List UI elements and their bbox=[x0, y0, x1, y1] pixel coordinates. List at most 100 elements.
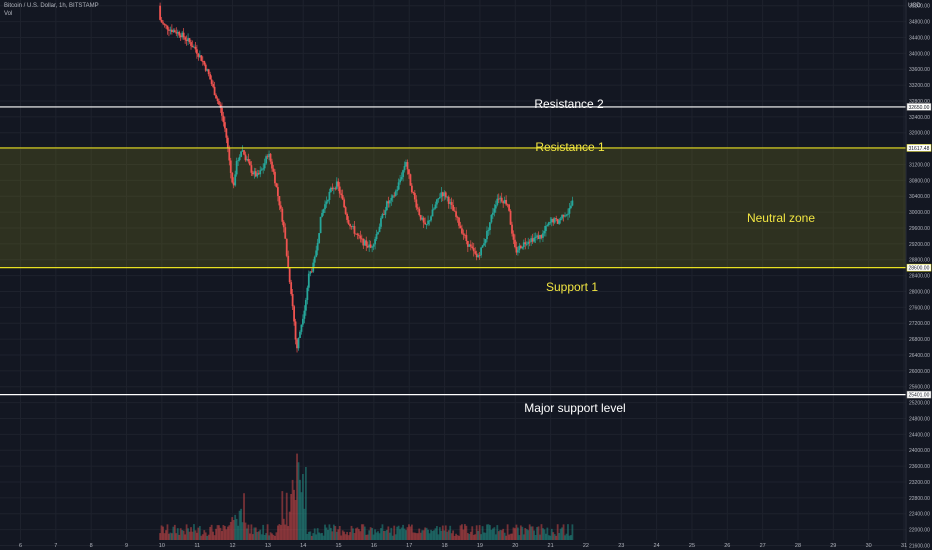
candle-body bbox=[462, 233, 465, 235]
volume-bar bbox=[456, 535, 459, 540]
time-tick-label: 15 bbox=[335, 543, 341, 549]
volume-bar bbox=[319, 533, 322, 540]
volume-bar bbox=[378, 533, 381, 540]
candle-body bbox=[237, 160, 240, 161]
volume-bar bbox=[212, 531, 215, 540]
volume-bar bbox=[287, 526, 290, 540]
volume-bar bbox=[160, 525, 163, 540]
volume-bar bbox=[384, 530, 387, 540]
volume-bar bbox=[539, 534, 541, 540]
volume-bar bbox=[388, 532, 391, 540]
candle-body bbox=[449, 202, 452, 204]
candle-body bbox=[412, 192, 415, 194]
volume-bar bbox=[375, 532, 378, 540]
volume-bar bbox=[357, 529, 360, 540]
candle-body bbox=[285, 238, 288, 256]
volume-bar bbox=[500, 530, 503, 540]
candle-body bbox=[456, 216, 459, 218]
volume-bar bbox=[402, 524, 404, 540]
candle-body bbox=[387, 201, 390, 204]
volume-bar bbox=[341, 530, 344, 540]
candle-body bbox=[542, 233, 544, 238]
candle-body bbox=[209, 74, 212, 80]
candle-body bbox=[297, 337, 300, 349]
volume-bar bbox=[515, 524, 518, 540]
candle-body bbox=[394, 191, 397, 196]
time-tick-label: 6 bbox=[19, 543, 22, 549]
price-tick-label: 31200.00 bbox=[909, 162, 930, 168]
volume-bar bbox=[249, 533, 251, 540]
volume-bar bbox=[391, 535, 394, 540]
candle-body bbox=[218, 101, 220, 105]
volume-bar bbox=[306, 533, 309, 540]
candle-body bbox=[347, 219, 350, 225]
candle-body bbox=[251, 172, 254, 175]
volume-bar bbox=[491, 528, 494, 540]
level-price-tag bbox=[906, 103, 932, 111]
volume-bar bbox=[415, 533, 418, 540]
price-tick-label: 29200.00 bbox=[909, 242, 930, 248]
volume-bar bbox=[302, 473, 304, 540]
candle-body bbox=[322, 209, 325, 214]
price-tick-label: 22800.00 bbox=[909, 496, 930, 502]
candle-body bbox=[206, 69, 209, 71]
volume-bar bbox=[307, 531, 310, 540]
candle-body bbox=[515, 247, 518, 253]
candle-body bbox=[391, 195, 394, 198]
volume-bar bbox=[366, 534, 369, 540]
volume-bar bbox=[518, 535, 521, 540]
volume-bar bbox=[221, 531, 223, 540]
candle-body bbox=[160, 19, 163, 23]
volume-bar bbox=[409, 526, 412, 540]
candle-body bbox=[383, 214, 385, 215]
volume-bar bbox=[278, 524, 281, 540]
time-tick-label: 24 bbox=[654, 543, 660, 549]
price-axis: 35200.00 34800.00 34400.00 34000.00 33600.00… bbox=[905, 0, 932, 550]
price-tick-label: 30400.00 bbox=[909, 194, 930, 200]
candle-body bbox=[409, 174, 412, 186]
candle-body bbox=[196, 49, 198, 54]
candle-body bbox=[249, 161, 251, 166]
volume-bar bbox=[571, 524, 574, 540]
time-tick-label: 7 bbox=[54, 543, 57, 549]
candle-body bbox=[518, 245, 521, 251]
resistance-2-label: Resistance 2 bbox=[534, 97, 604, 111]
candle-body bbox=[352, 226, 354, 227]
candle-body bbox=[410, 185, 413, 193]
candle-body bbox=[380, 218, 382, 227]
volume-bar bbox=[468, 533, 471, 540]
volume-bar bbox=[237, 525, 240, 540]
candle-body bbox=[362, 238, 365, 246]
volume-bar bbox=[328, 524, 331, 540]
candle-body bbox=[232, 182, 235, 186]
volume-bar bbox=[387, 526, 390, 540]
candle-body bbox=[500, 197, 503, 202]
price-tick-label: 33600.00 bbox=[909, 67, 930, 73]
price-tick-label: 27200.00 bbox=[909, 321, 930, 327]
candle-body bbox=[190, 42, 192, 46]
volume-bar bbox=[443, 530, 446, 540]
volume-bar bbox=[168, 533, 170, 540]
volume-bar bbox=[279, 525, 282, 540]
candle-body bbox=[553, 218, 556, 223]
volume-bar bbox=[175, 533, 178, 540]
volume-bar bbox=[558, 533, 561, 540]
volume-bar bbox=[393, 525, 396, 540]
volume-bar bbox=[568, 535, 571, 540]
volume-bar bbox=[241, 522, 244, 540]
volume-bar bbox=[173, 524, 176, 540]
candle-body bbox=[499, 197, 502, 199]
candle-body bbox=[502, 201, 505, 204]
price-tick-label: 30000.00 bbox=[909, 210, 930, 216]
volume-bar bbox=[253, 527, 256, 540]
candle-body bbox=[300, 324, 303, 332]
candle-body bbox=[318, 233, 321, 243]
volume-bar bbox=[250, 524, 253, 540]
candle-body bbox=[571, 200, 574, 206]
volume-bar bbox=[291, 479, 294, 540]
time-tick-label: 8 bbox=[90, 543, 93, 549]
candle-body bbox=[430, 216, 432, 221]
candle-body bbox=[415, 199, 418, 208]
level-price-tag bbox=[906, 144, 932, 152]
